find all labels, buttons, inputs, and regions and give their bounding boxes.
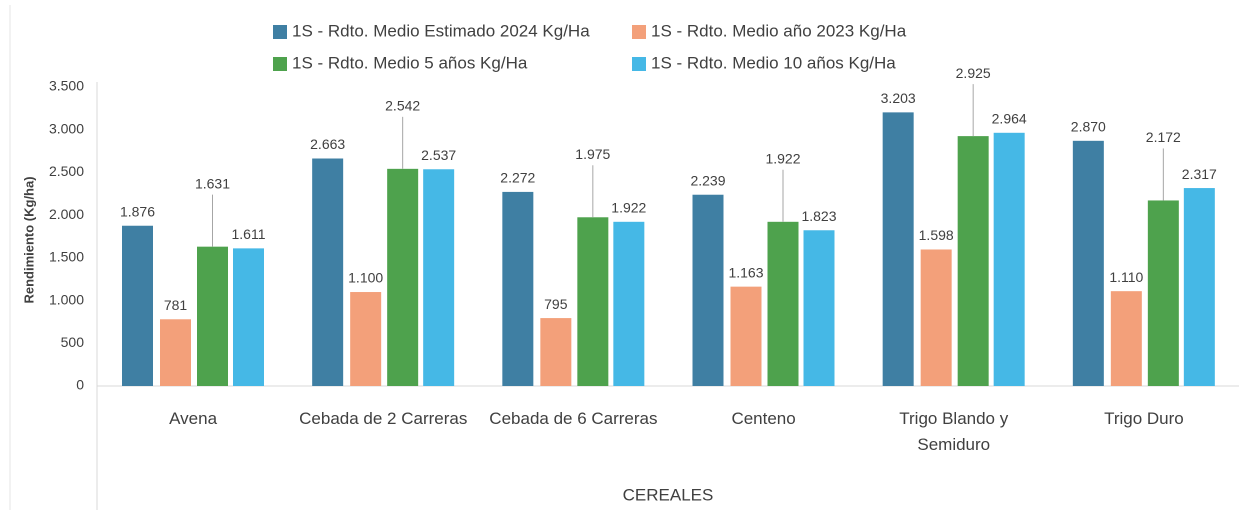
y-tick-label: 1.500 <box>49 249 84 265</box>
x-tick-label: Avena <box>169 409 218 428</box>
legend-label: 1S - Rdto. Medio año 2023 Kg/Ha <box>651 21 907 40</box>
bar <box>160 319 191 386</box>
bar <box>767 221 799 386</box>
data-label: 2.537 <box>421 147 456 163</box>
data-label: 2.272 <box>500 170 535 186</box>
data-label: 1.922 <box>765 151 800 167</box>
data-label: 1.100 <box>348 270 383 286</box>
x-tick-label: Cebada de 6 Carreras <box>489 409 658 428</box>
x-tick-label: Trigo Blando y Semiduro <box>899 409 1009 454</box>
bar <box>1147 200 1179 386</box>
bar <box>387 168 419 386</box>
bar <box>1110 291 1142 386</box>
bar <box>920 249 952 386</box>
y-tick-label: 0 <box>76 377 84 393</box>
legend-swatch <box>632 25 646 39</box>
data-label: 1.631 <box>195 175 230 191</box>
y-tick-label: 3.500 <box>49 78 84 94</box>
bar <box>613 221 645 386</box>
data-label: 2.870 <box>1071 119 1106 135</box>
bar <box>730 286 762 386</box>
legend-label: 1S - Rdto. Medio Estimado 2024 Kg/Ha <box>292 21 590 40</box>
data-label: 1.110 <box>1109 269 1143 285</box>
data-label: 2.663 <box>310 136 345 152</box>
y-tick-label: 3.000 <box>49 120 84 136</box>
x-tick-label: Cebada de 2 Carreras <box>299 409 468 428</box>
y-tick-label: 1.000 <box>49 291 84 307</box>
legend-swatch <box>632 57 646 71</box>
x-tick-label: Centeno <box>731 409 796 428</box>
bar <box>1183 188 1215 386</box>
legend-label: 1S - Rdto. Medio 5 años Kg/Ha <box>292 53 528 72</box>
data-label: 2.925 <box>956 65 991 81</box>
y-tick-label: 2.500 <box>49 163 84 179</box>
legend-swatch <box>273 25 287 39</box>
data-label: 1.975 <box>575 146 610 162</box>
data-label: 1.876 <box>120 203 155 219</box>
bar <box>502 191 534 386</box>
data-label: 2.239 <box>690 172 725 188</box>
bar <box>122 225 153 386</box>
data-label: 781 <box>164 297 188 313</box>
data-label: 1.611 <box>232 226 266 242</box>
data-label: 1.598 <box>919 227 954 243</box>
bar <box>692 194 724 386</box>
bar <box>803 230 835 386</box>
data-label: 2.172 <box>1146 129 1181 145</box>
bar <box>312 158 344 386</box>
bar <box>540 318 572 386</box>
bar <box>577 217 609 386</box>
data-label: 3.203 <box>881 90 916 106</box>
bar <box>957 136 989 386</box>
bar <box>882 112 914 386</box>
bar <box>197 246 228 386</box>
data-label: 2.964 <box>992 110 1027 126</box>
bar <box>1072 140 1104 386</box>
bar <box>423 169 455 386</box>
bar <box>350 292 382 386</box>
data-label: 1.823 <box>801 208 836 224</box>
data-label: 1.922 <box>611 200 646 216</box>
x-axis-title: CEREALES <box>623 485 714 504</box>
data-label: 2.317 <box>1182 166 1217 182</box>
legend-swatch <box>273 57 287 71</box>
data-label: 2.542 <box>385 98 420 114</box>
x-tick-label: Trigo Duro <box>1104 409 1184 428</box>
bar <box>233 248 264 386</box>
y-tick-label: 500 <box>61 334 85 350</box>
y-tick-label: 2.000 <box>49 206 84 222</box>
data-label: 795 <box>544 296 568 312</box>
legend-label: 1S - Rdto. Medio 10 años Kg/Ha <box>651 53 896 72</box>
data-label: 1.163 <box>728 264 763 280</box>
y-axis-title: Rendimiento (Kg/ha) <box>21 176 36 303</box>
bar <box>993 132 1025 386</box>
